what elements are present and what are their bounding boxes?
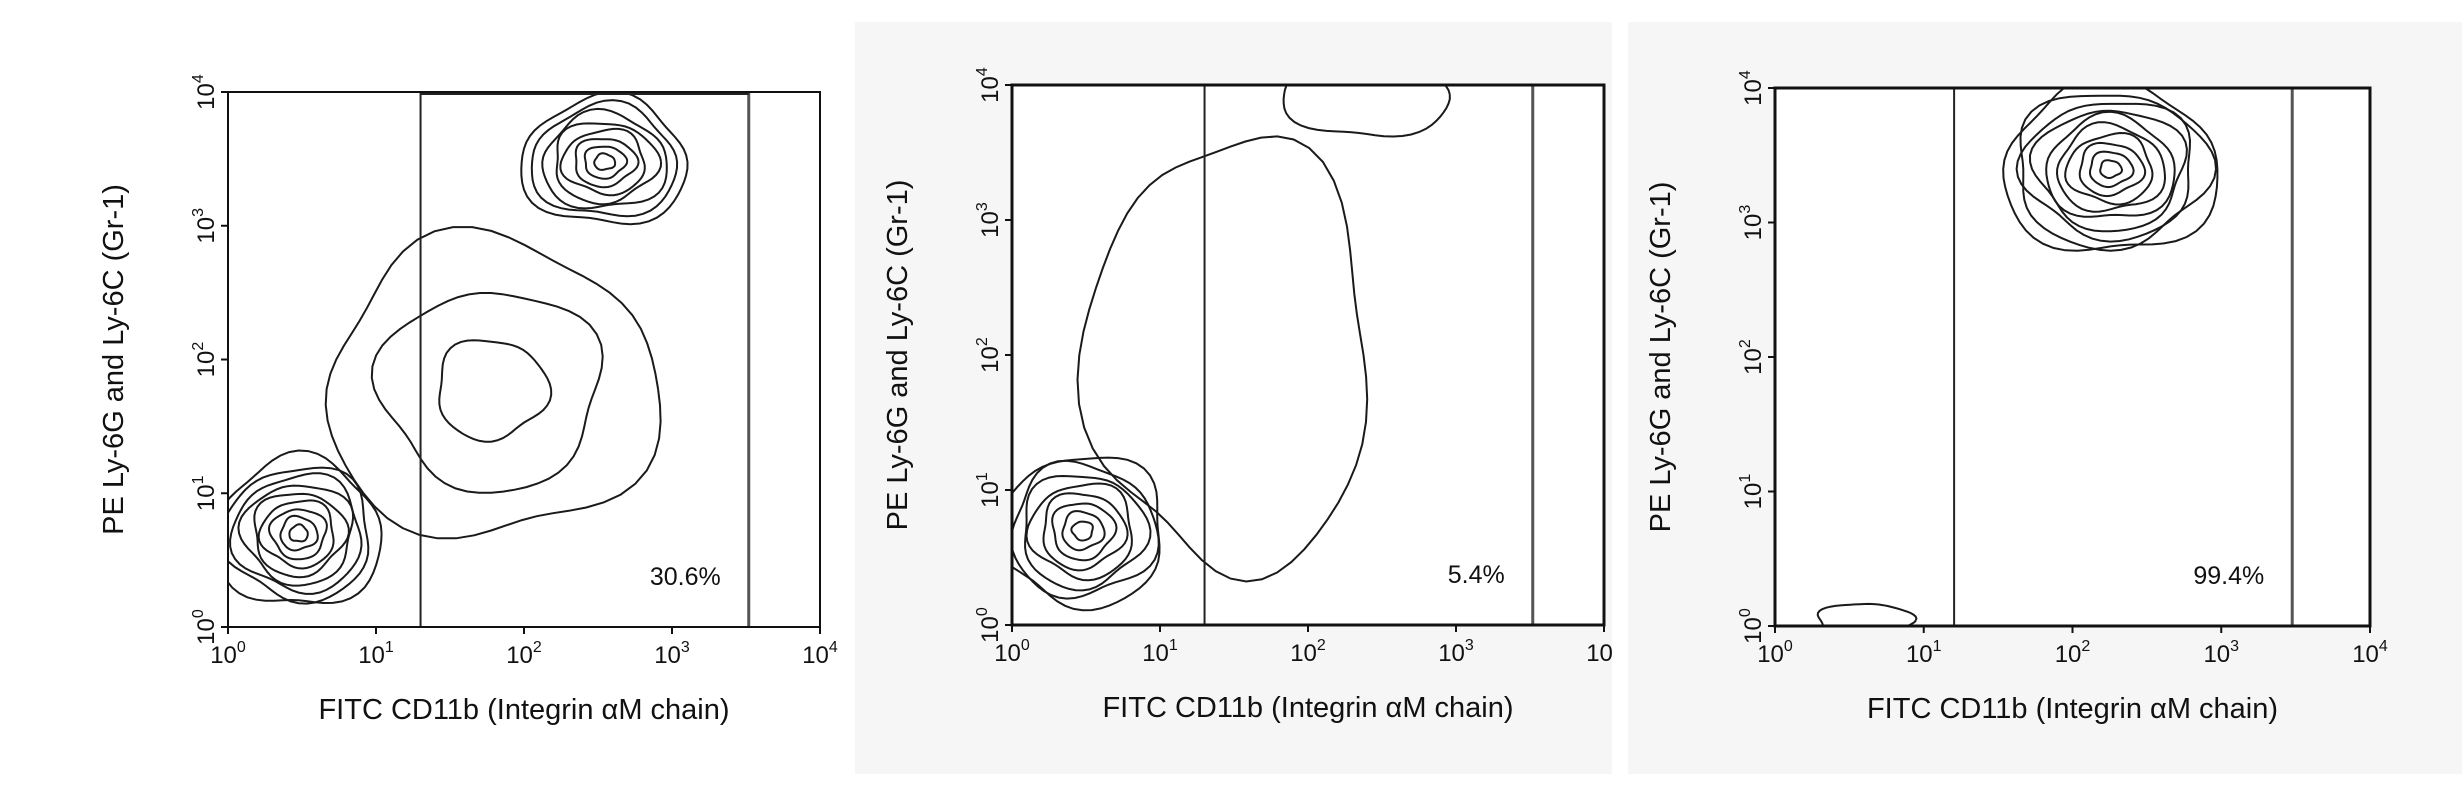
y-axis-label: PE Ly-6G and Ly-6C (Gr-1) — [98, 184, 130, 535]
contour-line — [267, 508, 328, 561]
y-axis-label: PE Ly-6G and Ly-6C (Gr-1) — [1645, 182, 1677, 533]
contour-plot-3: 99.4% 100 101 102 103 104 100 101 102 103 104 FITC … — [1645, 70, 2388, 725]
contour-plot-1: 30.6% 100 101 102 103 104 100 101 102 103 104 FITC … — [98, 74, 838, 726]
x-tick-label: 104 — [1586, 637, 1612, 667]
y-tick-label: 102 — [974, 337, 1004, 373]
contour-line — [279, 514, 319, 552]
y-tick-label: 100 — [1737, 608, 1767, 644]
x-tick-label: 101 — [1142, 637, 1178, 667]
x-tick-label: 100 — [1757, 638, 1793, 668]
y-tick-label: 103 — [974, 202, 1004, 238]
x-axis-label: FITC CD11b (Integrin αM chain) — [1102, 692, 1513, 724]
contour-line — [1061, 510, 1106, 552]
y-tick-label: 103 — [1737, 205, 1767, 241]
y-tick-label: 104 — [974, 67, 1004, 103]
x-tick-label: 104 — [2352, 638, 2388, 668]
contour-line — [520, 92, 689, 226]
x-tick-label: 103 — [1438, 637, 1474, 667]
x-axis-label: FITC CD11b (Integrin αM chain) — [318, 694, 729, 726]
gate-percent-label: 99.4% — [2193, 562, 2264, 590]
flow-cytometry-panel-3: 99.4% 100 101 102 103 104 100 101 102 103 104 FITC … — [1628, 0, 2462, 797]
contour-line — [324, 226, 662, 540]
contour-line — [2088, 150, 2135, 189]
y-tick-label: 101 — [1737, 474, 1767, 510]
x-tick-label: 102 — [506, 639, 542, 669]
contour-line — [574, 138, 640, 189]
contour-line — [1012, 456, 1161, 612]
plot-area — [1775, 88, 2370, 626]
y-tick-label: 101 — [190, 475, 220, 511]
x-tick-label: 101 — [1906, 638, 1942, 668]
contour-line — [237, 484, 355, 587]
contour-line — [1076, 135, 1369, 583]
contour-line — [2055, 121, 2167, 213]
contour-line — [229, 472, 363, 595]
contour-line — [257, 499, 335, 570]
plot-area — [1012, 85, 1604, 625]
contour-line — [1051, 502, 1118, 562]
contour-line — [2078, 141, 2147, 198]
contour-line — [559, 127, 646, 197]
gate-percent-label: 30.6% — [650, 563, 721, 591]
contour-line — [1070, 520, 1094, 542]
contour-line — [288, 523, 309, 543]
contour-line — [1042, 492, 1129, 572]
contour-line — [253, 492, 350, 579]
contour-line — [1282, 85, 1451, 138]
y-tick-label: 102 — [1737, 339, 1767, 375]
y-axis-label: PE Ly-6G and Ly-6C (Gr-1) — [882, 180, 914, 531]
x-tick-label: 100 — [210, 639, 246, 669]
x-tick-label: 103 — [654, 639, 690, 669]
x-tick-label: 104 — [802, 639, 838, 669]
x-tick-label: 101 — [358, 639, 394, 669]
x-tick-label: 102 — [2055, 638, 2091, 668]
contour-line — [2045, 110, 2176, 218]
x-axis-label: FITC CD11b (Integrin αM chain) — [1867, 693, 2278, 725]
contour-line — [530, 99, 679, 218]
plot-area — [228, 92, 820, 627]
contour-line — [2064, 131, 2154, 206]
contour-line — [1024, 474, 1152, 592]
contour-line — [2015, 102, 2192, 243]
contour-line — [2002, 88, 2219, 252]
contour-group — [1816, 88, 2219, 626]
gate-percent-label: 5.4% — [1448, 561, 1505, 589]
x-tick-label: 103 — [2203, 638, 2239, 668]
x-tick-label: 102 — [1290, 637, 1326, 667]
flow-cytometry-panel-1: 30.6% 100 101 102 103 104 100 101 102 103 104 FITC … — [0, 0, 840, 797]
contour-line — [438, 339, 553, 443]
y-tick-label: 100 — [190, 609, 220, 645]
contour-group — [228, 92, 689, 605]
y-tick-label: 104 — [1737, 70, 1767, 106]
y-tick-label: 101 — [974, 472, 1004, 508]
y-tick-label: 100 — [974, 607, 1004, 643]
contour-plot-2: 5.4% 100 101 102 103 104 100 101 102 103 104 FITC C… — [882, 67, 1612, 724]
contour-line — [555, 122, 663, 206]
contour-line — [593, 152, 617, 171]
contour-line — [541, 107, 668, 210]
flow-cytometry-panel-2: 5.4% 100 101 102 103 104 100 101 102 103 104 FITC C… — [855, 0, 1612, 797]
contour-line — [370, 292, 604, 494]
contour-line — [2028, 109, 2188, 233]
y-tick-label: 103 — [190, 208, 220, 244]
y-tick-label: 104 — [190, 74, 220, 110]
contour-line — [2099, 159, 2124, 180]
x-tick-label: 100 — [994, 637, 1030, 667]
contour-line — [1816, 602, 1918, 626]
y-tick-label: 102 — [190, 342, 220, 378]
contour-line — [2019, 94, 2217, 252]
contour-line — [228, 449, 383, 605]
contour-line — [583, 145, 629, 180]
